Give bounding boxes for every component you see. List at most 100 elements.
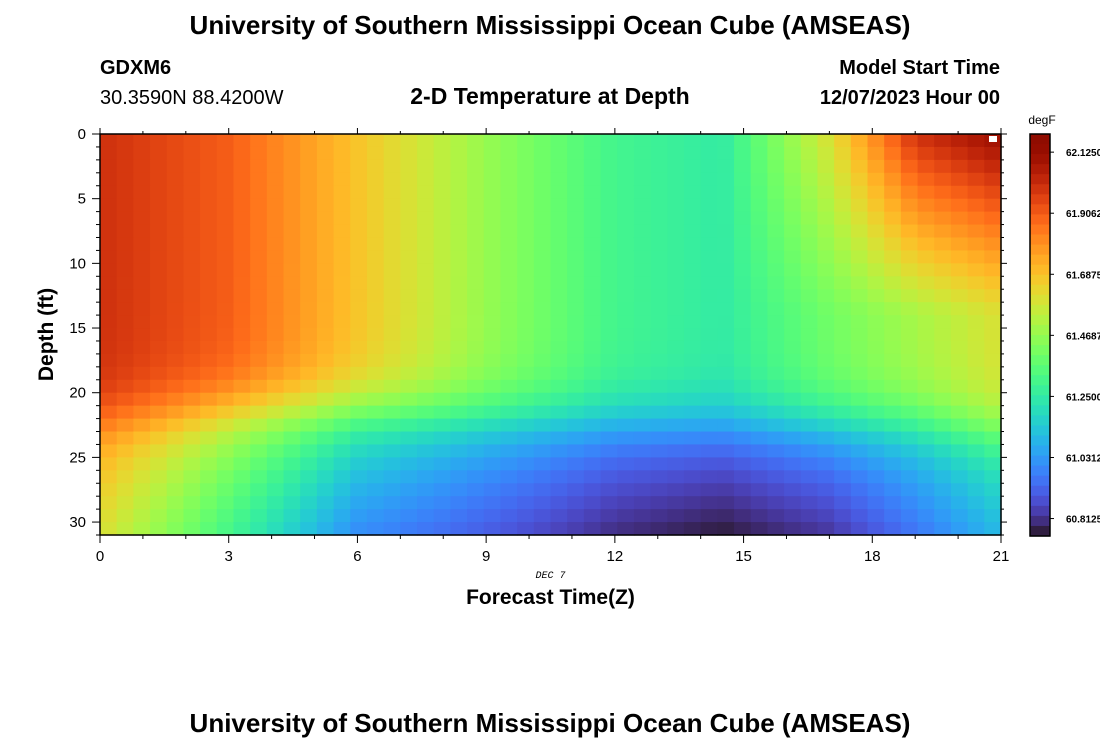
heatmap-cell [366, 405, 385, 420]
heatmap-cell [817, 263, 835, 277]
heatmap-cell [450, 315, 468, 329]
heatmap-cell [517, 198, 535, 213]
heatmap-cell [600, 159, 618, 174]
heatmap-cell [900, 328, 919, 342]
heatmap-cell [116, 379, 134, 394]
heatmap-cell [900, 509, 919, 523]
heatmap-cell [850, 405, 869, 420]
heatmap-cell [700, 134, 718, 148]
heatmap-cell [100, 159, 118, 174]
heatmap-cell [483, 340, 502, 355]
heatmap-cell [984, 328, 1002, 342]
heatmap-cell [333, 392, 351, 407]
heatmap-cell [183, 276, 201, 290]
heatmap-cell [667, 405, 685, 420]
heatmap-cell [467, 211, 485, 226]
heatmap-cell [600, 366, 618, 381]
heatmap-cell [333, 328, 351, 342]
heatmap-cell [400, 418, 418, 433]
heatmap-cell [283, 340, 301, 355]
heatmap-cell [216, 379, 235, 394]
heatmap-cell [166, 276, 185, 290]
heatmap-cell [533, 146, 552, 161]
heatmap-cell [717, 211, 735, 226]
heatmap-cell [266, 509, 285, 523]
heatmap-cell [500, 405, 518, 420]
heatmap-cell [433, 159, 451, 174]
heatmap-cell [600, 328, 618, 342]
heatmap-cell [383, 302, 401, 316]
heatmap-cell [984, 457, 1002, 471]
colorbar-segment [1030, 505, 1050, 517]
heatmap-cell [550, 392, 568, 407]
heatmap-cell [333, 315, 351, 329]
heatmap-cell [450, 353, 468, 368]
heatmap-cell [283, 172, 301, 187]
heatmap-cell [183, 198, 201, 213]
heatmap-cell [800, 496, 819, 510]
heatmap-cell [183, 211, 201, 226]
heatmap-cell [150, 328, 168, 342]
heatmap-cell [750, 237, 769, 252]
heatmap-cell [383, 198, 401, 213]
heatmap-cell [166, 302, 185, 316]
heatmap-cell [266, 263, 285, 277]
heatmap-cell [600, 224, 618, 239]
heatmap-cell [650, 470, 668, 484]
heatmap-cell [233, 159, 251, 174]
heatmap-cell [784, 457, 802, 471]
heatmap-cell [583, 444, 602, 458]
heatmap-cell [483, 405, 502, 420]
heatmap-cell [533, 392, 552, 407]
heatmap-cell [834, 185, 852, 200]
heatmap-cell [867, 405, 885, 420]
heatmap-cell [967, 211, 985, 226]
heatmap-cell [550, 328, 568, 342]
heatmap-cell [283, 470, 301, 484]
heatmap-cell [550, 470, 568, 484]
heatmap-cell [967, 379, 985, 394]
heatmap-cell [734, 444, 752, 458]
heatmap-cell [583, 328, 602, 342]
heatmap-cell [650, 522, 668, 536]
heatmap-cell [233, 431, 251, 446]
heatmap-cell [784, 302, 802, 316]
heatmap-cell [767, 250, 785, 264]
heatmap-cell [567, 198, 585, 213]
heatmap-cell [984, 237, 1002, 252]
heatmap-cell [433, 146, 451, 161]
heatmap-cell [750, 159, 769, 174]
heatmap-cell [533, 470, 552, 484]
heatmap-cell [734, 522, 752, 536]
heatmap-cell [850, 366, 869, 381]
heatmap-cell [200, 302, 218, 316]
heatmap-cell [700, 263, 718, 277]
heatmap-cell [433, 302, 451, 316]
heatmap-cell [266, 470, 285, 484]
heatmap-cell [166, 509, 185, 523]
model-start-label: Model Start Time [839, 57, 1000, 79]
heatmap-cell [517, 444, 535, 458]
heatmap-cell [500, 185, 518, 200]
heatmap-cell [333, 237, 351, 252]
heatmap-cell [900, 405, 919, 420]
heatmap-cell [734, 159, 752, 174]
heatmap-cell [717, 483, 735, 497]
heatmap-cell [917, 237, 935, 252]
heatmap-cell [950, 198, 969, 213]
colorbar-segment [1030, 194, 1050, 205]
heatmap-cell [450, 159, 468, 174]
heatmap-cell [383, 134, 401, 148]
heatmap-cell [917, 224, 935, 239]
heatmap-cell [450, 289, 468, 303]
heatmap-cell [116, 457, 134, 471]
heatmap-cell [600, 496, 618, 510]
heatmap-cell [767, 353, 785, 368]
heatmap-cell [633, 224, 652, 239]
heatmap-cell [817, 418, 835, 433]
heatmap-cell [817, 405, 835, 420]
heatmap-cell [116, 315, 134, 329]
heatmap-cell [550, 146, 568, 161]
heatmap-cell [900, 483, 919, 497]
heatmap-cell [834, 315, 852, 329]
